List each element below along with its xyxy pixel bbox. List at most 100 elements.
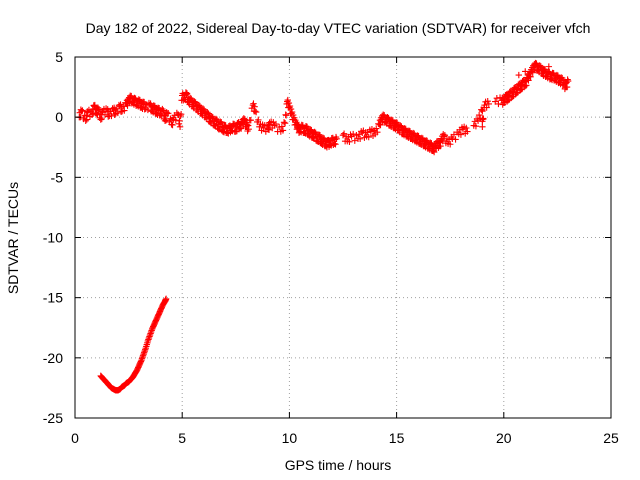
data-point — [483, 104, 490, 111]
data-point — [339, 132, 347, 139]
data-point — [495, 100, 502, 108]
data-point — [160, 107, 167, 114]
y-tick-label: -25 — [43, 410, 63, 426]
x-tick-label: 0 — [71, 430, 79, 446]
data-point — [484, 98, 491, 105]
data-point — [176, 117, 183, 124]
data-point — [522, 68, 529, 75]
data-point — [393, 119, 401, 127]
data-point — [101, 111, 109, 118]
y-tick-label: 0 — [55, 109, 63, 125]
x-axis-label: GPS time / hours — [285, 457, 392, 473]
data-point — [245, 126, 252, 133]
data-point — [440, 133, 447, 140]
data-point — [523, 82, 530, 89]
data-point — [349, 130, 357, 138]
data-point — [537, 63, 544, 70]
data-point — [250, 100, 257, 107]
data-point — [333, 135, 340, 143]
data-point — [280, 119, 288, 126]
data-points — [76, 59, 572, 394]
data-point — [209, 113, 216, 121]
data-point — [183, 90, 191, 97]
data-point — [176, 123, 184, 130]
data-point — [120, 103, 127, 110]
main-band-series — [76, 59, 572, 156]
data-point — [177, 110, 185, 118]
data-point — [151, 102, 159, 110]
data-point — [411, 130, 418, 137]
data-point — [255, 116, 262, 124]
data-point — [265, 126, 273, 134]
data-point — [564, 77, 572, 85]
data-point — [266, 121, 274, 128]
data-point — [398, 123, 405, 130]
data-point — [260, 124, 267, 132]
data-point — [437, 142, 444, 150]
data-point — [457, 131, 465, 138]
x-tick-label: 25 — [603, 430, 619, 446]
data-point — [308, 126, 315, 134]
data-point — [279, 127, 287, 134]
data-point — [162, 295, 170, 303]
data-point — [449, 135, 456, 143]
data-point — [218, 119, 225, 126]
data-point — [237, 125, 245, 132]
data-point — [525, 77, 532, 84]
x-tick-label: 5 — [178, 430, 186, 446]
data-point — [299, 122, 306, 129]
data-point — [147, 100, 154, 107]
data-point — [281, 119, 289, 127]
data-point — [452, 136, 459, 143]
data-point — [441, 132, 449, 139]
data-point — [545, 63, 553, 70]
data-point — [288, 108, 296, 116]
y-tick-label: -20 — [43, 350, 63, 366]
data-point — [284, 96, 291, 104]
lower-arc-series — [97, 295, 170, 394]
data-point — [351, 137, 358, 144]
data-point — [286, 102, 294, 110]
data-point — [121, 107, 128, 114]
data-point — [205, 110, 212, 117]
data-point — [475, 111, 483, 119]
y-tick-label: 5 — [55, 49, 63, 65]
data-point — [406, 128, 414, 135]
data-point — [113, 105, 121, 112]
data-point — [485, 100, 492, 108]
data-point — [493, 95, 501, 102]
data-point — [162, 116, 170, 124]
data-point — [144, 106, 152, 114]
data-point — [251, 107, 259, 115]
data-point — [165, 110, 172, 117]
data-point — [247, 116, 255, 124]
data-point — [196, 102, 204, 110]
data-point — [252, 108, 260, 116]
data-point — [243, 121, 251, 128]
data-point — [346, 138, 353, 146]
data-point — [472, 122, 480, 130]
data-point — [316, 132, 324, 139]
data-point — [377, 121, 384, 129]
data-point — [79, 107, 86, 114]
data-point — [447, 141, 454, 148]
data-point — [136, 96, 144, 104]
data-point — [492, 98, 499, 105]
data-point — [91, 101, 99, 109]
data-point — [402, 125, 409, 133]
data-point — [188, 95, 195, 103]
data-point — [332, 141, 339, 148]
data-point — [241, 116, 249, 123]
data-point — [78, 107, 85, 115]
data-point — [515, 71, 523, 79]
data-point — [312, 129, 319, 137]
y-tick-label: -10 — [43, 230, 63, 246]
grid-lines — [75, 57, 611, 418]
data-point — [563, 83, 571, 91]
data-point — [303, 123, 311, 130]
data-point — [272, 120, 280, 128]
data-point — [114, 109, 122, 117]
y-axis-label: SDTVAR / TECUs — [5, 182, 21, 294]
x-tick-label: 20 — [496, 430, 512, 446]
